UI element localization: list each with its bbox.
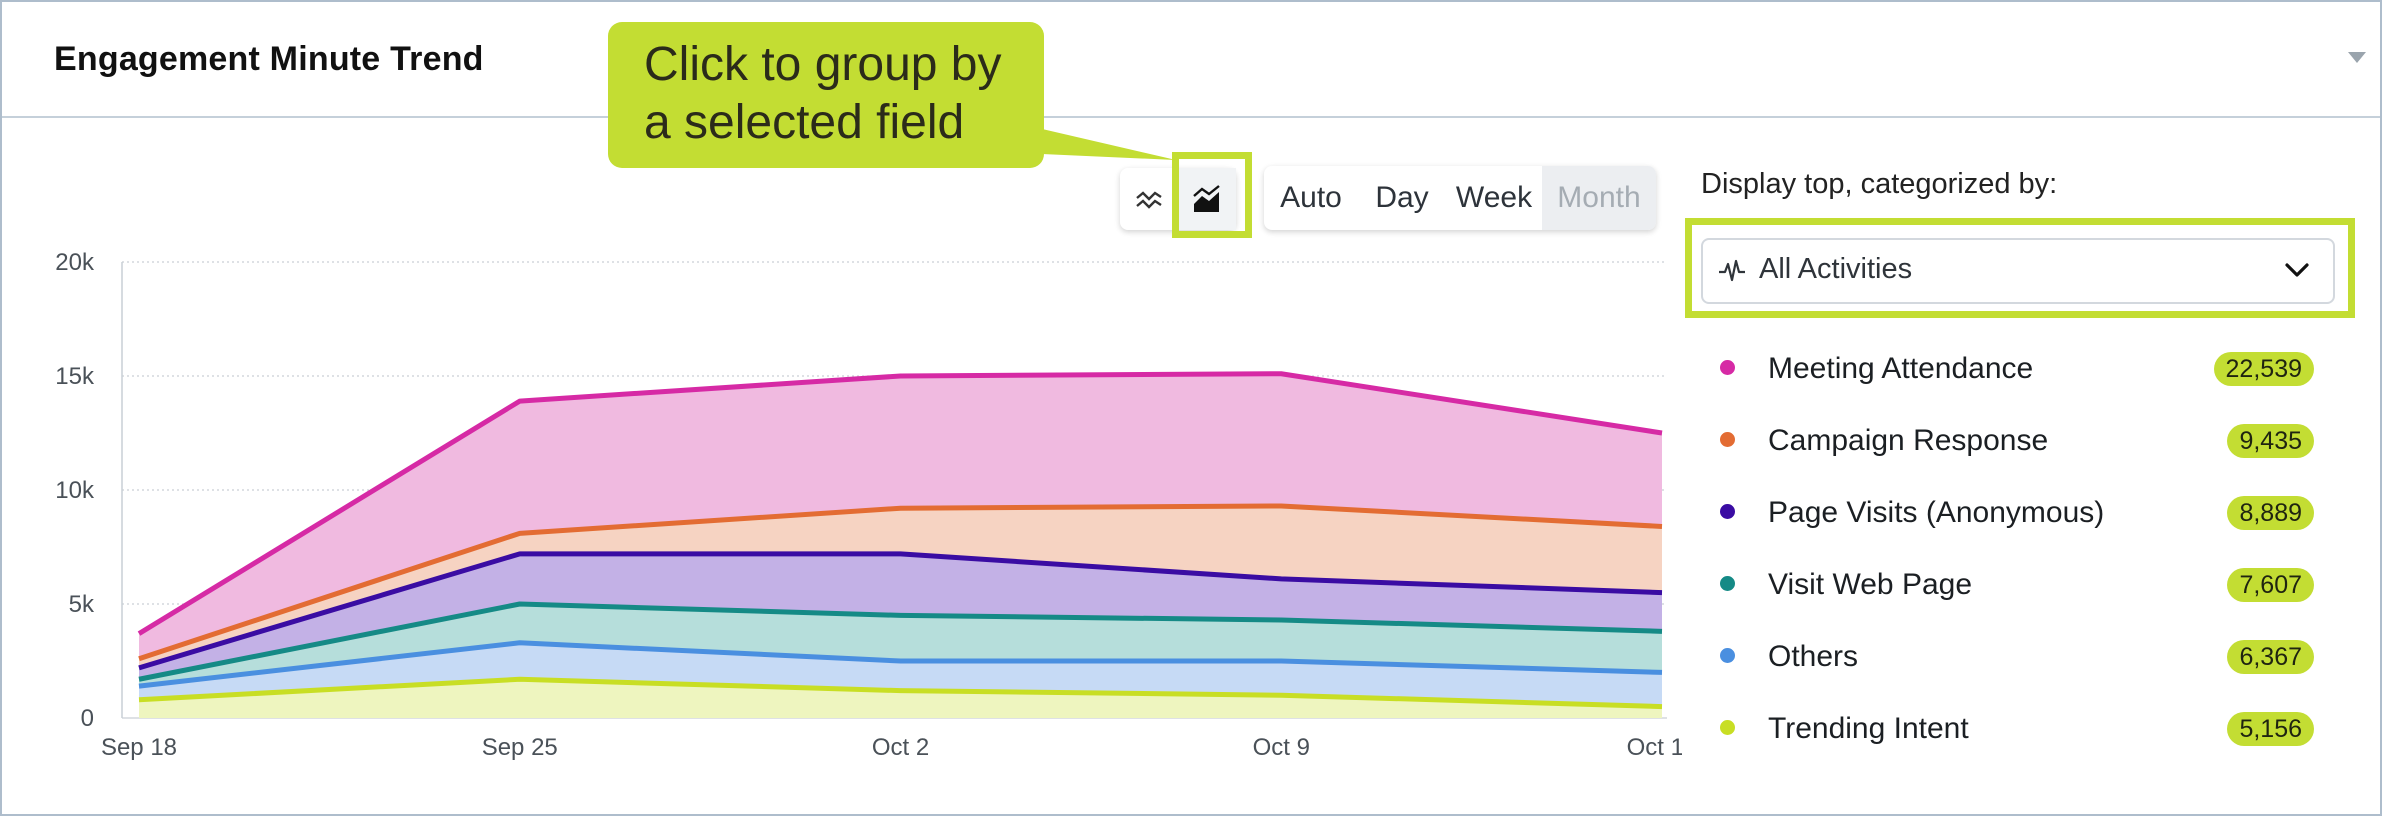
legend-item[interactable]: Trending Intent 5,156 (1720, 702, 2320, 752)
area-view-button[interactable] (1178, 168, 1236, 230)
y-tick-label: 15k (55, 363, 95, 390)
area-chart-icon (1193, 185, 1220, 212)
legend-item[interactable]: Others 6,367 (1720, 630, 2320, 680)
legend-count-badge: 5,156 (2227, 712, 2314, 746)
engagement-area-chart: 0 5k 10k 15k 20k Sep 18 Sep 25 Oct 2 Oct 9 Oct 16 (55, 249, 1682, 761)
legend-label: Meeting Attendance (1768, 352, 2034, 385)
period-selector: Auto Day Week Month (1264, 166, 1656, 230)
legend-count-badge: 6,367 (2227, 640, 2314, 674)
area-button-highlight (1172, 152, 1252, 238)
card-title: Engagement Minute Trend (54, 40, 484, 78)
area-band (139, 505, 1662, 668)
card-header: Engagement Minute Trend (2, 2, 2380, 118)
categorize-label: Display top, categorized by: (1701, 168, 2058, 200)
callout-annotation: Click to group by a selected field (608, 22, 1044, 168)
legend-dot (1720, 504, 1735, 519)
activity-icon (1719, 259, 1745, 282)
area-band (139, 373, 1662, 659)
y-tick-label: 5k (69, 591, 95, 618)
x-tick-label: Oct 9 (1253, 734, 1310, 761)
period-day-button[interactable]: Day (1375, 181, 1429, 214)
callout-pointer (1012, 122, 1176, 160)
series-line (138, 503, 1663, 662)
legend-dot (1720, 720, 1735, 735)
callout-line-1: Click to group by (644, 38, 1002, 91)
x-tick-label: Oct 16 (1627, 734, 1682, 761)
collapse-caret-icon[interactable] (2348, 52, 2366, 63)
legend-count-badge: 22,539 (2213, 352, 2314, 386)
dropdown-highlight (1685, 218, 2355, 318)
legend-count-badge: 8,889 (2227, 496, 2314, 530)
legend-label: Others (1768, 640, 1859, 673)
area-band (139, 679, 1662, 718)
x-tick-label: Oct 2 (872, 734, 929, 761)
callout-text: Click to group by a selected field (644, 36, 1002, 152)
area-band (139, 553, 1662, 680)
series-line (138, 551, 1663, 671)
callout-line-2: a selected field (644, 96, 965, 149)
legend-label: Page Visits (Anonymous) (1768, 496, 2105, 529)
legend-dot (1720, 432, 1735, 447)
area-band (139, 642, 1662, 707)
line-view-button[interactable] (1120, 168, 1178, 230)
period-month-button[interactable]: Month (1542, 166, 1656, 230)
legend-dot (1720, 648, 1735, 663)
chevron-down-icon (2285, 263, 2309, 277)
legend-dot (1720, 576, 1735, 591)
legend-item[interactable]: Meeting Attendance 22,539 (1720, 342, 2320, 392)
legend-item[interactable]: Visit Web Page 7,607 (1720, 558, 2320, 608)
area-band (139, 604, 1662, 687)
x-tick-label: Sep 18 (101, 734, 177, 761)
series-line (138, 676, 1663, 710)
legend-dot (1720, 360, 1735, 375)
legend-label: Trending Intent (1768, 712, 1969, 745)
series-line (138, 640, 1663, 689)
legend-item[interactable]: Campaign Response 9,435 (1720, 414, 2320, 464)
legend-label: Campaign Response (1768, 424, 2049, 457)
y-tick-label: 20k (55, 249, 95, 276)
series-line (138, 601, 1663, 682)
legend-item[interactable]: Page Visits (Anonymous) 8,889 (1720, 486, 2320, 536)
period-week-button[interactable]: Week (1455, 181, 1533, 214)
y-tick-label: 10k (55, 477, 95, 504)
x-tick-label: Sep 25 (482, 734, 558, 761)
dropdown-selected-value: All Activities (1759, 253, 1913, 285)
series-line (137, 371, 1663, 636)
legend-count-badge: 7,607 (2227, 568, 2314, 602)
legend-label: Visit Web Page (1768, 568, 1973, 601)
line-chart-icon (1136, 191, 1162, 209)
period-auto-button[interactable]: Auto (1280, 181, 1342, 214)
category-dropdown[interactable]: All Activities (1701, 238, 2335, 304)
legend-count-badge: 9,435 (2227, 424, 2314, 458)
y-tick-label: 0 (81, 705, 94, 732)
